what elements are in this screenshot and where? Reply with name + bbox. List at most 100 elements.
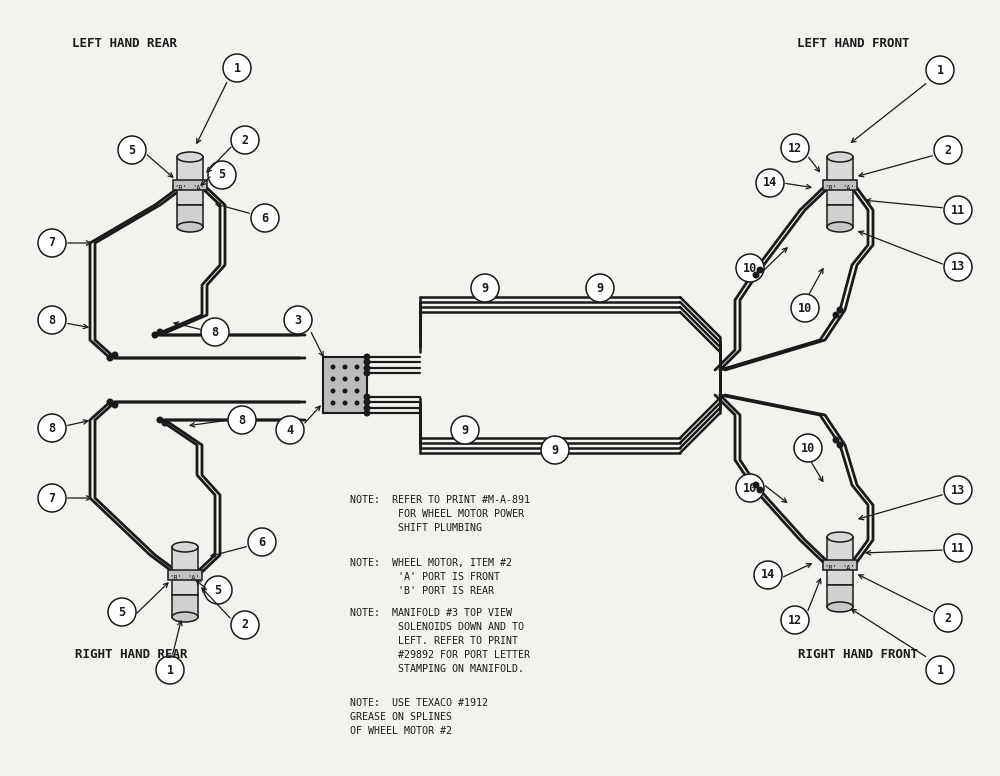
- Circle shape: [342, 400, 348, 406]
- Circle shape: [231, 611, 259, 639]
- Circle shape: [354, 376, 360, 382]
- Circle shape: [284, 306, 312, 334]
- Text: 8: 8: [211, 325, 219, 338]
- Text: 5: 5: [128, 144, 136, 157]
- Circle shape: [156, 417, 164, 424]
- Text: 9: 9: [461, 424, 469, 436]
- Circle shape: [832, 311, 840, 318]
- Circle shape: [364, 404, 370, 411]
- Circle shape: [781, 134, 809, 162]
- Circle shape: [152, 331, 158, 338]
- Bar: [827, 205, 853, 227]
- Circle shape: [106, 355, 114, 362]
- Circle shape: [342, 376, 348, 382]
- Circle shape: [354, 400, 360, 406]
- Circle shape: [451, 416, 479, 444]
- Circle shape: [231, 126, 259, 154]
- Circle shape: [276, 416, 304, 444]
- Bar: [172, 595, 198, 617]
- Circle shape: [106, 399, 114, 406]
- Text: 13: 13: [951, 483, 965, 497]
- Text: 10: 10: [743, 262, 757, 275]
- Circle shape: [228, 406, 256, 434]
- Circle shape: [934, 136, 962, 164]
- Circle shape: [753, 272, 760, 279]
- Text: 'B': 'B': [175, 185, 187, 191]
- Text: 10: 10: [801, 442, 815, 455]
- Text: NOTE:  MANIFOLD #3 TOP VIEW
        SOLENOIDS DOWN AND TO
        LEFT. REFER TO: NOTE: MANIFOLD #3 TOP VIEW SOLENOIDS DOW…: [350, 608, 530, 674]
- Circle shape: [364, 365, 370, 372]
- Text: 10: 10: [743, 481, 757, 494]
- Circle shape: [38, 306, 66, 334]
- Text: 2: 2: [944, 144, 952, 157]
- Text: 5: 5: [218, 168, 226, 182]
- Text: RIGHT HAND FRONT: RIGHT HAND FRONT: [798, 648, 918, 661]
- Circle shape: [944, 253, 972, 281]
- Ellipse shape: [827, 532, 853, 542]
- Text: 5: 5: [118, 605, 126, 618]
- Text: 1: 1: [166, 663, 174, 677]
- Circle shape: [364, 369, 370, 376]
- Bar: [177, 205, 203, 227]
- Circle shape: [944, 534, 972, 562]
- Circle shape: [836, 307, 844, 314]
- Text: 13: 13: [951, 261, 965, 273]
- Circle shape: [156, 328, 164, 335]
- Ellipse shape: [172, 542, 198, 552]
- Circle shape: [354, 365, 360, 369]
- Text: 'A': 'A': [843, 185, 855, 191]
- Text: LEFT HAND REAR: LEFT HAND REAR: [72, 37, 177, 50]
- Circle shape: [791, 294, 819, 322]
- Text: 8: 8: [48, 314, 56, 327]
- Ellipse shape: [172, 612, 198, 622]
- Text: NOTE:  WHEEL MOTOR, ITEM #2
        'A' PORT IS FRONT
        'B' PORT IS REAR: NOTE: WHEEL MOTOR, ITEM #2 'A' PORT IS F…: [350, 558, 512, 596]
- Text: 'A': 'A': [188, 575, 200, 581]
- Text: 2: 2: [241, 133, 249, 147]
- Circle shape: [201, 318, 229, 346]
- Text: NOTE:  USE TEXACO #1912
GREASE ON SPLINES
OF WHEEL MOTOR #2: NOTE: USE TEXACO #1912 GREASE ON SPLINES…: [350, 698, 488, 736]
- Circle shape: [156, 656, 184, 684]
- Text: 1: 1: [936, 663, 944, 677]
- Text: 9: 9: [551, 444, 559, 456]
- Circle shape: [223, 54, 251, 82]
- Text: 'B': 'B': [170, 575, 182, 581]
- Circle shape: [364, 354, 370, 361]
- Circle shape: [757, 487, 764, 494]
- Circle shape: [208, 161, 236, 189]
- Bar: [173, 180, 207, 190]
- Circle shape: [354, 389, 360, 393]
- Text: 14: 14: [763, 176, 777, 189]
- Circle shape: [832, 436, 840, 444]
- Text: 2: 2: [944, 611, 952, 625]
- Text: 10: 10: [798, 302, 812, 314]
- Circle shape: [794, 434, 822, 462]
- Circle shape: [364, 399, 370, 406]
- Circle shape: [836, 442, 844, 449]
- Circle shape: [251, 204, 279, 232]
- Text: 7: 7: [48, 491, 56, 504]
- Circle shape: [342, 365, 348, 369]
- Bar: [168, 570, 202, 580]
- Text: 1: 1: [233, 61, 241, 74]
- Ellipse shape: [827, 602, 853, 612]
- Circle shape: [586, 274, 614, 302]
- Text: 4: 4: [286, 424, 294, 436]
- Text: RIGHT HAND REAR: RIGHT HAND REAR: [75, 648, 188, 661]
- Circle shape: [926, 656, 954, 684]
- Circle shape: [162, 420, 168, 427]
- Text: 8: 8: [48, 421, 56, 435]
- Bar: [823, 180, 857, 190]
- Bar: [323, 357, 367, 413]
- Circle shape: [330, 365, 336, 369]
- Text: 6: 6: [261, 212, 269, 224]
- Bar: [172, 547, 198, 595]
- Ellipse shape: [177, 222, 203, 232]
- Text: 14: 14: [761, 569, 775, 581]
- Circle shape: [541, 436, 569, 464]
- Ellipse shape: [827, 222, 853, 232]
- Text: 6: 6: [258, 535, 266, 549]
- Circle shape: [757, 266, 764, 273]
- Circle shape: [248, 528, 276, 556]
- Circle shape: [118, 136, 146, 164]
- Text: 'B': 'B': [825, 185, 837, 191]
